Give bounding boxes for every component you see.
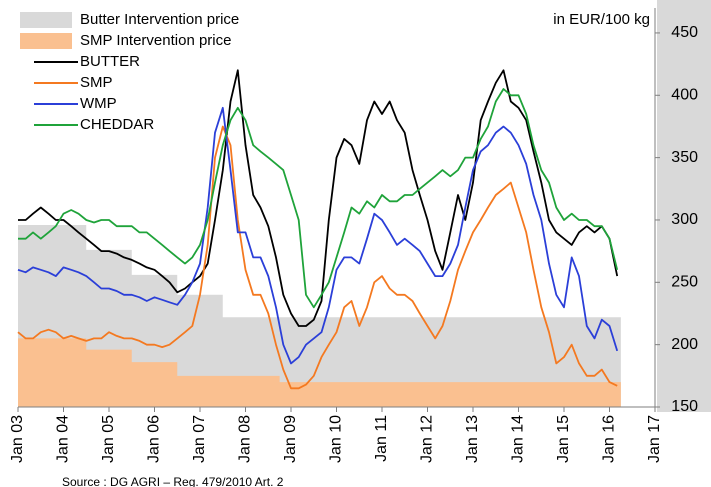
y-tick-label: 250 [671, 274, 698, 291]
x-tick-label: Jan 10 [328, 415, 345, 463]
price-line [17, 106, 619, 365]
legend-swatch [20, 33, 72, 49]
x-tick-label: Jan 17 [646, 415, 663, 463]
intervention-area [18, 224, 621, 407]
legend-label: Butter Intervention price [80, 11, 239, 28]
x-tick-label: Jan 08 [237, 415, 254, 463]
y-tick-label: 150 [671, 398, 698, 415]
x-tick-label: Jan 13 [464, 415, 481, 463]
price-line [18, 69, 619, 327]
x-tick-label: Jan 07 [191, 415, 208, 463]
x-tick-label: Jan 09 [282, 415, 299, 463]
plot-area [17, 69, 621, 407]
axis-band [657, 0, 711, 412]
source-note: Source : DG AGRI – Reg. 479/2010 Art. 2 [62, 475, 284, 487]
legend-label: CHEDDAR [80, 116, 154, 133]
price-line [17, 125, 618, 390]
y-tick-label: 200 [671, 336, 698, 353]
legend-label: WMP [80, 95, 117, 112]
y-tick-label: 450 [671, 24, 698, 41]
x-tick-label: Jan 11 [373, 415, 390, 462]
unit-label: in EUR/100 kg [553, 11, 650, 28]
x-tick-label: Jan 12 [419, 415, 436, 463]
x-tick-label: Jan 16 [601, 415, 618, 463]
x-tick-label: Jan 05 [100, 415, 117, 463]
legend-label: SMP Intervention price [80, 32, 231, 49]
legend-label: BUTTER [80, 53, 140, 70]
legend-swatch [20, 12, 72, 28]
price-line [18, 88, 619, 309]
x-tick-label: Jan 15 [555, 415, 572, 463]
x-tick-label: Jan 14 [510, 415, 527, 463]
x-tick-label: Jan 03 [9, 415, 26, 463]
y-tick-label: 350 [671, 149, 698, 166]
x-tick-label: Jan 04 [55, 415, 72, 463]
x-tick-label: Jan 06 [146, 415, 163, 463]
intervention-area [18, 338, 621, 407]
y-tick-label: 300 [671, 211, 698, 228]
legend-label: SMP [80, 74, 113, 91]
y-tick-label: 400 [671, 87, 698, 104]
